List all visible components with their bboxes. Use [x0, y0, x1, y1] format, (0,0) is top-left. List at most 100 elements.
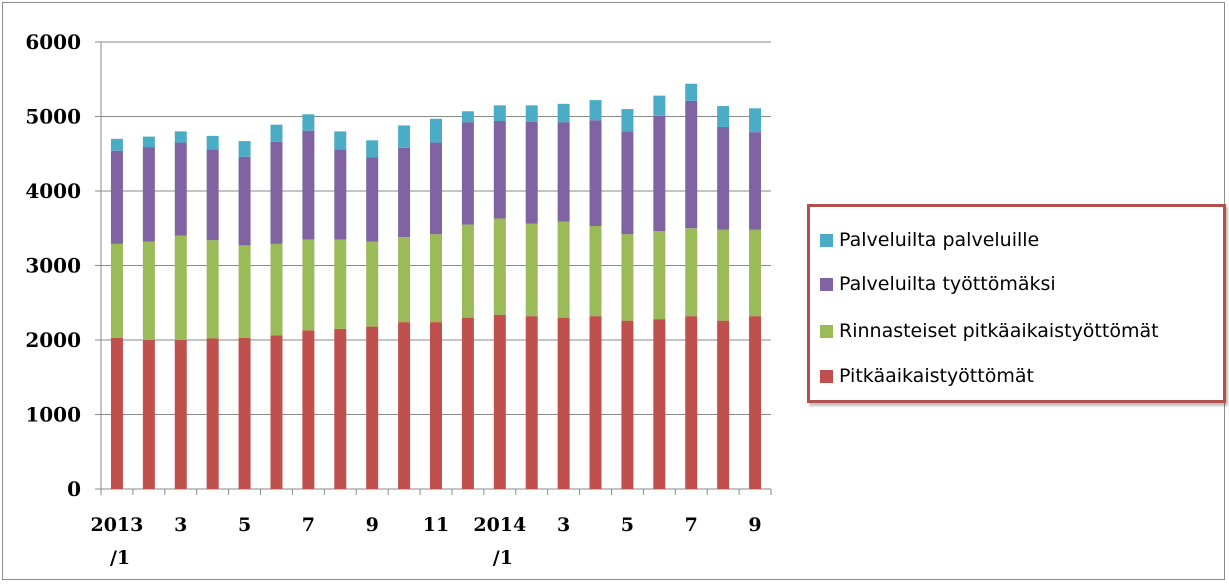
y-tick-label: 6000 — [25, 30, 81, 54]
x-tick-label: 9 — [748, 514, 761, 536]
bar-segment-2 — [334, 239, 347, 329]
bar-segment-4 — [717, 106, 730, 127]
bar-segment-1 — [717, 320, 730, 489]
bar-segment-1 — [749, 316, 762, 489]
bar-segment-2 — [717, 229, 730, 321]
bar-segment-2 — [174, 235, 187, 340]
bar-segment-3 — [685, 100, 698, 229]
bar-segment-3 — [525, 121, 538, 224]
bar-segment-4 — [589, 100, 602, 121]
bar-segment-4 — [685, 83, 698, 101]
bar-segment-1 — [174, 340, 187, 489]
bar-segment-2 — [525, 223, 538, 317]
bar-segment-3 — [557, 122, 570, 222]
x-tick-label-line2: /1 — [493, 547, 513, 569]
bar-segment-4 — [621, 109, 634, 132]
bar-segment-2 — [302, 239, 315, 331]
legend: Palveluilta palveluille Palveluilta tyött… — [807, 204, 1226, 403]
bar-segment-3 — [206, 149, 219, 241]
bar-segment-2 — [493, 218, 506, 315]
x-tick-label: 9 — [366, 514, 379, 536]
x-tick-label: 7 — [685, 514, 698, 536]
legend-label: Palveluilta palveluille — [839, 229, 1040, 251]
bar-segment-4 — [110, 138, 123, 151]
legend-label: Rinnasteiset pitkäaikaistyöttömät — [839, 320, 1159, 342]
bar-segment-2 — [110, 243, 123, 338]
bar-segment-3 — [493, 120, 506, 219]
x-tick-label: 5 — [238, 514, 251, 536]
bar-segment-1 — [461, 317, 474, 489]
x-tick-label: 2013 — [91, 514, 144, 536]
bar-segment-1 — [557, 317, 570, 489]
bar-segment-3 — [142, 147, 155, 242]
x-tick-label: 5 — [621, 514, 634, 536]
y-tick-label: 2000 — [25, 328, 81, 352]
y-tick-label: 3000 — [25, 254, 81, 278]
bar-segment-4 — [461, 111, 474, 123]
bar-segment-1 — [366, 326, 379, 489]
bar-segment-2 — [206, 240, 219, 339]
bar-segment-1 — [430, 322, 442, 489]
legend-swatch — [820, 233, 833, 247]
bar-segment-1 — [621, 320, 634, 489]
bar-segment-1 — [493, 314, 506, 489]
y-tick-label: 5000 — [25, 105, 81, 129]
bar-segment-3 — [174, 142, 187, 236]
bar-segment-4 — [430, 118, 442, 143]
bar-segment-1 — [525, 316, 538, 489]
bar-segment-2 — [653, 231, 666, 320]
bar-segment-1 — [110, 337, 123, 489]
bar-segment-4 — [270, 124, 283, 142]
bar-segment-3 — [398, 147, 411, 238]
bar-segment-3 — [621, 131, 634, 235]
bar-segment-2 — [461, 224, 474, 318]
bar-segment-3 — [270, 141, 283, 244]
bar-segment-4 — [493, 105, 506, 121]
bar-segment-3 — [653, 115, 666, 232]
bar-segment-2 — [238, 245, 251, 338]
x-tick-label-line2: /1 — [110, 547, 130, 569]
y-tick-label: 0 — [67, 477, 81, 501]
bar-segment-1 — [589, 316, 602, 489]
legend-item: Palveluilta työttömäksi — [820, 271, 1056, 297]
legend-swatch — [820, 277, 833, 291]
bar-segment-1 — [270, 335, 283, 489]
bar-segment-3 — [589, 120, 602, 227]
bar-segment-3 — [334, 149, 347, 240]
bar-segment-1 — [685, 316, 698, 489]
y-tick-label: 1000 — [25, 403, 81, 427]
bar-segment-1 — [653, 319, 666, 489]
legend-item: Pitkäaikaistyöttömät — [820, 363, 1034, 389]
legend-swatch — [820, 324, 833, 338]
bar-segment-3 — [749, 132, 762, 230]
bar-segment-1 — [206, 338, 219, 489]
bar-segment-4 — [334, 131, 347, 150]
bar-segment-2 — [270, 243, 283, 336]
x-tick-label: 3 — [174, 514, 187, 536]
bar-segment-4 — [749, 108, 762, 133]
legend-item: Rinnasteiset pitkäaikaistyöttömät — [820, 318, 1159, 344]
bar-segment-1 — [238, 337, 251, 489]
bar-segment-4 — [653, 95, 666, 116]
bar-segment-4 — [206, 135, 219, 150]
bar-segment-1 — [334, 328, 347, 489]
stacked-bar-chart: 0 1000 2000 3000 4000 5000 6000 2013/1 3 5 7 9 11 201… — [25, 30, 772, 569]
bar-segment-3 — [110, 150, 123, 244]
legend-item: Palveluilta palveluille — [820, 227, 1039, 253]
bar-segment-4 — [142, 136, 155, 148]
bar-segment-1 — [302, 330, 315, 489]
x-tick-label: 2014 — [473, 514, 526, 536]
legend-label: Palveluilta työttömäksi — [839, 273, 1056, 295]
bar-segment-2 — [430, 234, 442, 323]
y-tick-label: 4000 — [25, 179, 81, 203]
bar-segment-1 — [398, 322, 411, 489]
bar-segment-2 — [557, 221, 570, 318]
bar-segment-2 — [366, 241, 379, 327]
bar-segment-1 — [142, 340, 155, 489]
bar-segment-2 — [749, 229, 762, 317]
bar-segment-3 — [717, 126, 730, 230]
bar-segment-4 — [174, 131, 187, 143]
bar-segment-2 — [621, 234, 634, 321]
bar-segment-4 — [238, 141, 251, 157]
